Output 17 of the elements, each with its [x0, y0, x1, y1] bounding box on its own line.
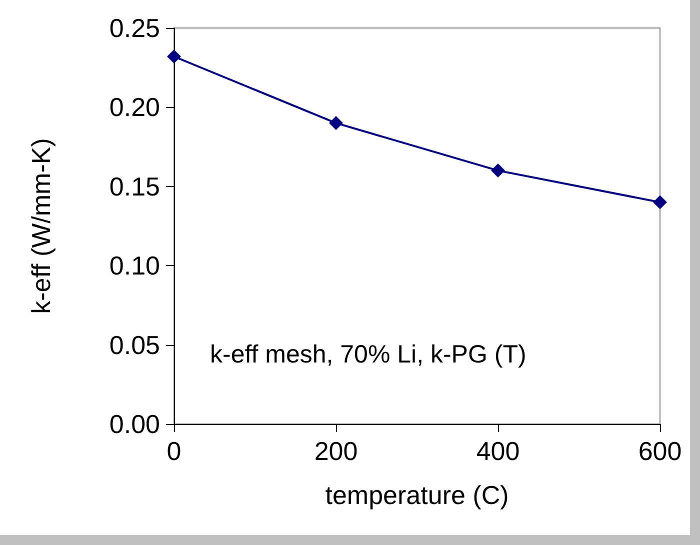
y-tick-label: 0.00 [109, 409, 160, 439]
x-tick-label: 200 [314, 436, 358, 466]
x-tick-label: 600 [638, 436, 682, 466]
x-tick-label: 400 [476, 436, 520, 466]
y-tick-label: 0.25 [109, 13, 160, 43]
point [653, 195, 667, 210]
x-tick-label: 0 [166, 436, 182, 466]
point [167, 50, 181, 64]
y-tick-label: 0.10 [109, 250, 160, 281]
x-axis-title: temperature (C) [325, 480, 509, 510]
point [491, 164, 505, 178]
point [329, 116, 343, 130]
y-tick-label: 0.15 [109, 171, 160, 202]
y-axis-title: k-eff (W/mm-K) [26, 138, 56, 314]
y-tick-label: 0.20 [109, 92, 160, 122]
annotation: k-eff mesh, 70% Li, k-PG (T) [210, 340, 526, 368]
y-tick-label: 0.05 [109, 330, 160, 360]
